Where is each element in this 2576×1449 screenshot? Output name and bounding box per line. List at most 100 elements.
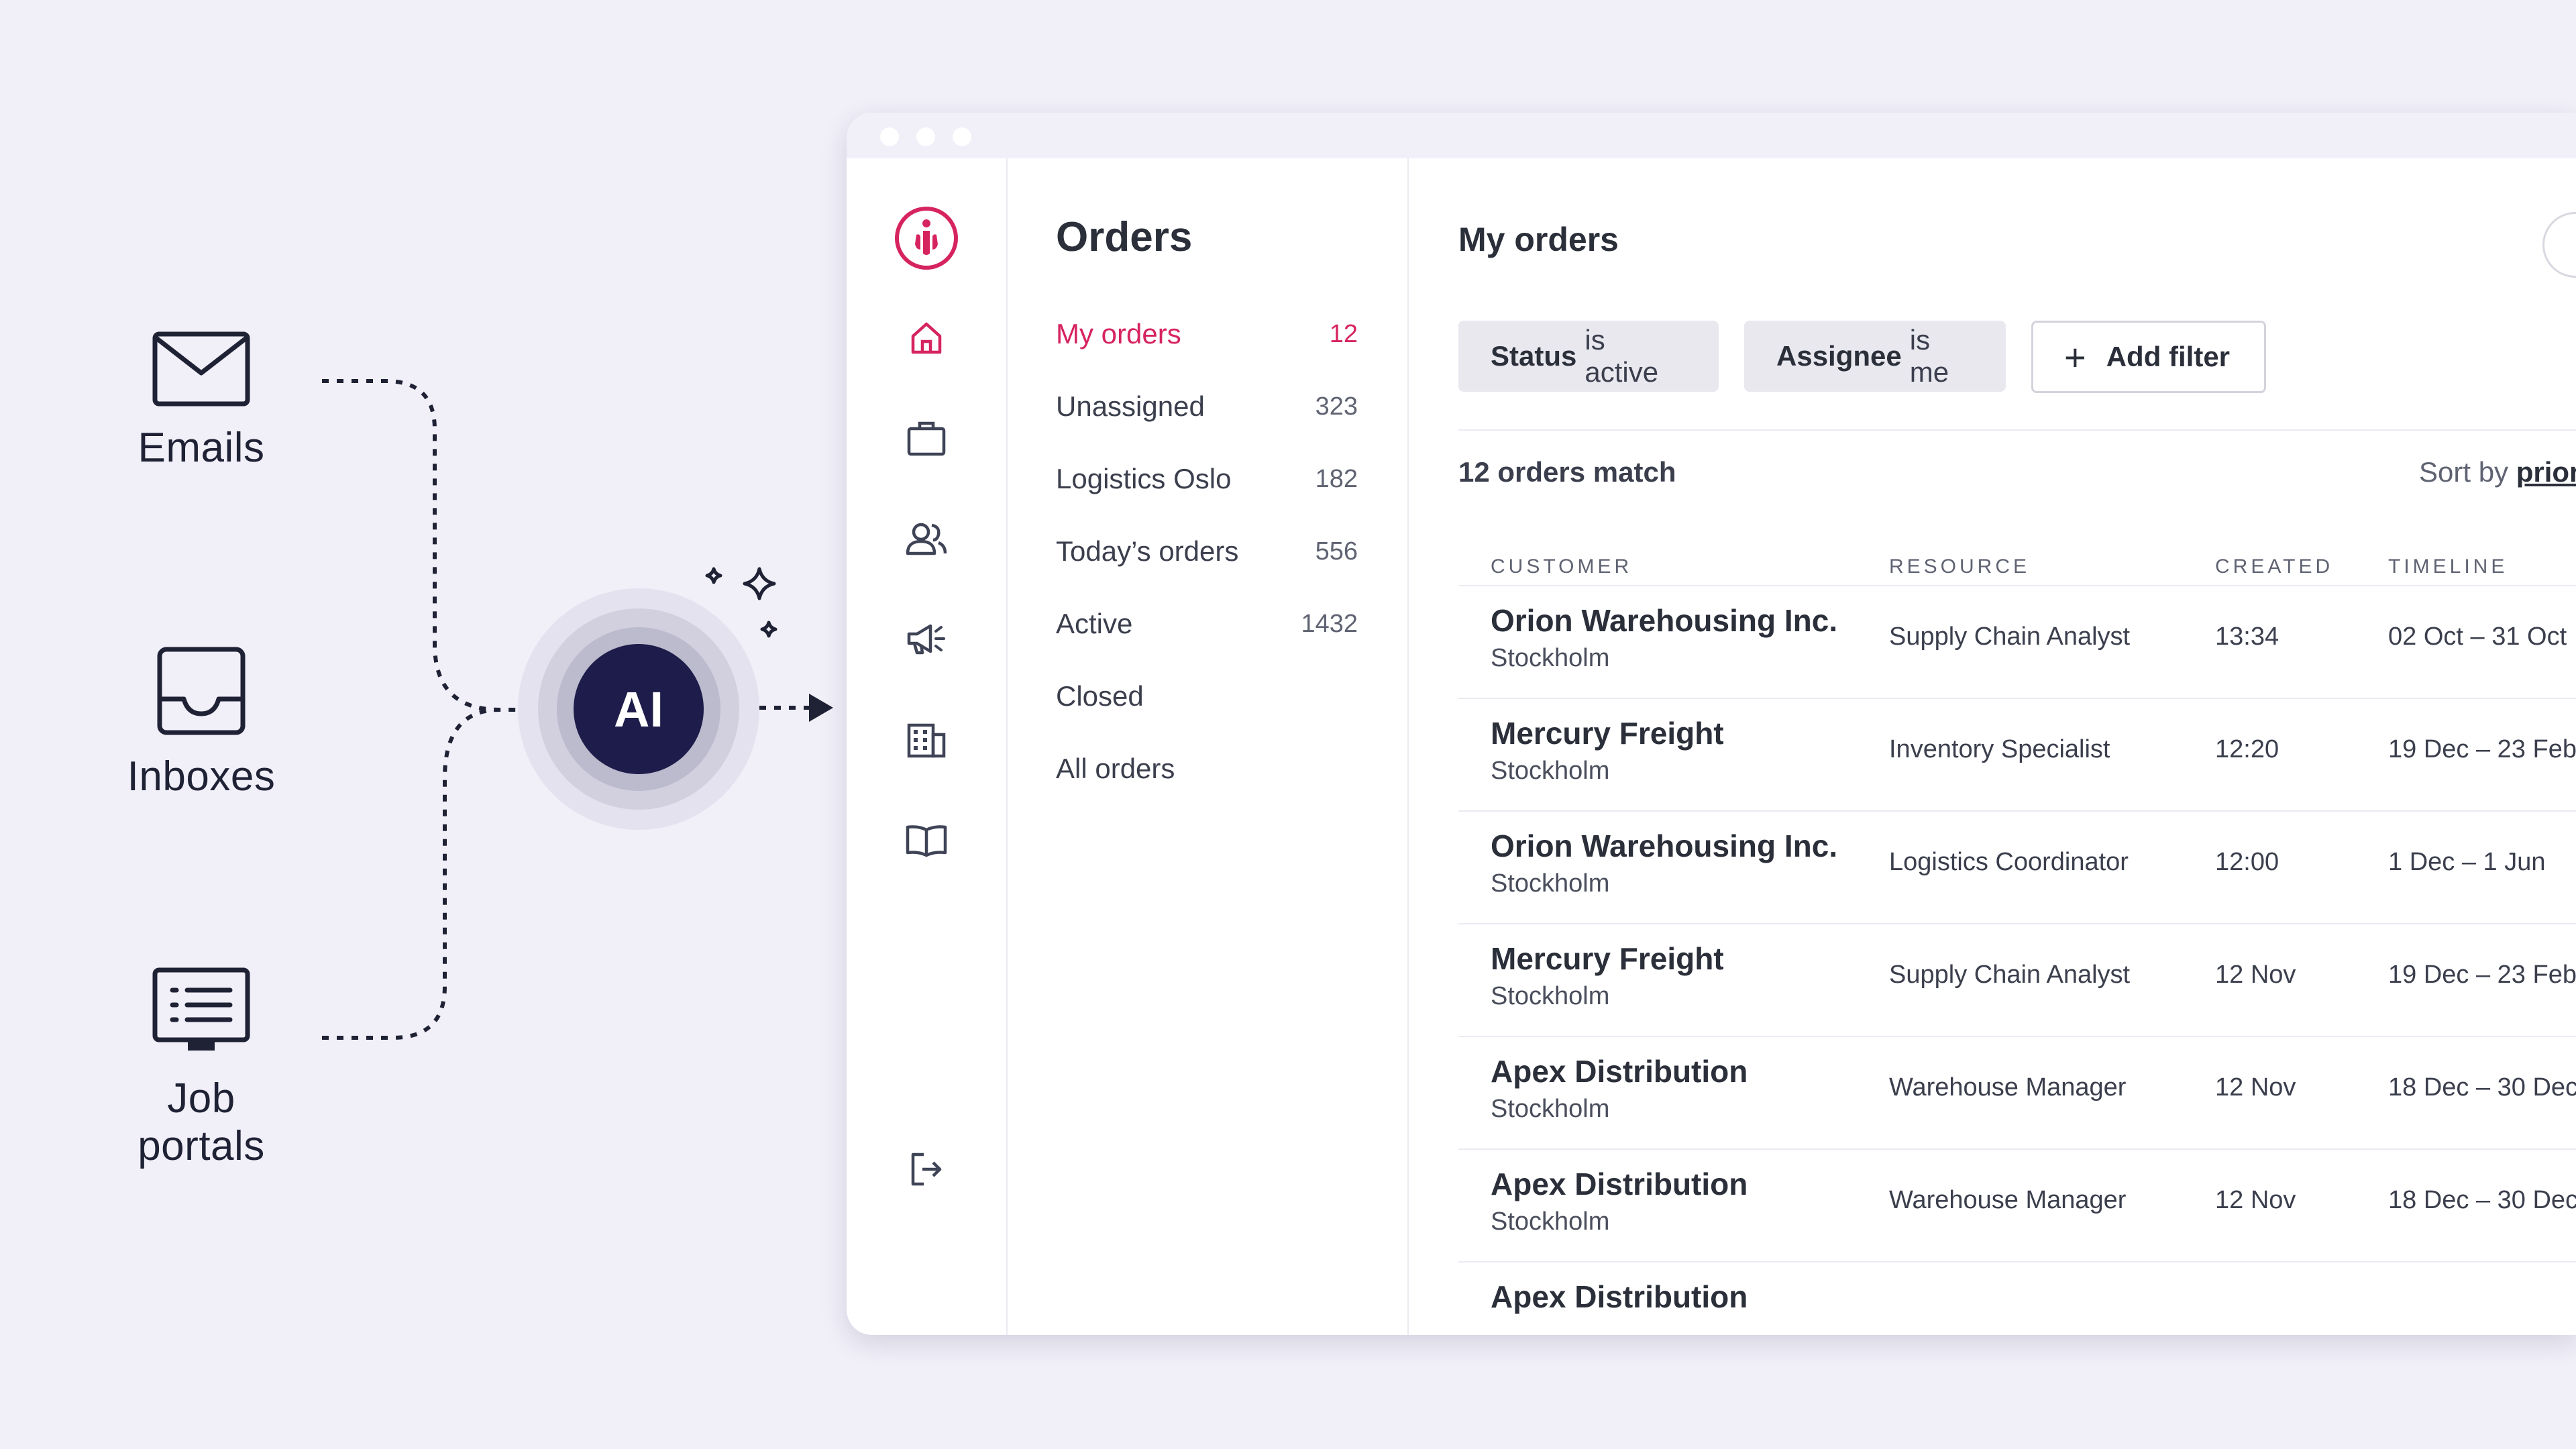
- customer-city: Stockholm: [1491, 1095, 1610, 1123]
- nav-item-label: All orders: [1056, 753, 1175, 784]
- nav-item-count: 182: [1315, 464, 1358, 493]
- nav-item-my-orders[interactable]: My orders 12: [1056, 307, 1358, 361]
- nav-item-active[interactable]: Active 1432: [1056, 597, 1358, 651]
- mail-icon: [152, 331, 250, 407]
- divider: [1458, 429, 2576, 431]
- sort-control[interactable]: Sort by prior: [2419, 456, 2576, 488]
- created-cell: 12:20: [2215, 735, 2279, 763]
- customer-name: Apex Distribution: [1491, 1167, 1748, 1201]
- sort-value: prior: [2516, 456, 2576, 488]
- filter-value: is me: [1909, 324, 1949, 388]
- timeline-cell: 18 Dec – 30 Dec: [2388, 1073, 2576, 1102]
- nav-briefcase-button[interactable]: [903, 415, 950, 462]
- customer-name: Mercury Freight: [1491, 941, 1724, 976]
- customer-name: Apex Distribution: [1491, 1054, 1748, 1089]
- table-row[interactable]: Mercury Freight Stockholm Supply Chain A…: [1458, 923, 2576, 1037]
- window-dot[interactable]: [880, 127, 899, 146]
- table-row[interactable]: Orion Warehousing Inc. Stockholm Supply …: [1458, 585, 2576, 699]
- timeline-cell: 1 Dec – 1 Jun: [2388, 848, 2546, 876]
- main-panel: My orders Status is active Assignee is m…: [1409, 158, 2576, 1335]
- created-cell: 12:00: [2215, 848, 2279, 876]
- nav-docs-button[interactable]: [903, 817, 950, 864]
- logout-button[interactable]: [903, 1146, 950, 1193]
- nav-campaigns-button[interactable]: [903, 616, 950, 663]
- resource-cell: Warehouse Manager: [1889, 1073, 2127, 1102]
- customer-city: Stockholm: [1491, 869, 1610, 898]
- customer-cell: Mercury Freight Stockholm: [1491, 941, 1724, 1011]
- nav-item-count: 556: [1315, 537, 1358, 566]
- window-titlebar: [847, 113, 2576, 158]
- ai-node: AI: [574, 644, 704, 774]
- nav-home-button[interactable]: [903, 314, 950, 361]
- job-portal-icon: [152, 967, 250, 1051]
- orders-nav: Orders My orders 12 Unassigned 323 Logis…: [1006, 158, 1409, 1335]
- filter-key: Status: [1491, 340, 1577, 372]
- resource-cell: Inventory Specialist: [1889, 735, 2110, 763]
- customer-name: Apex Distribution: [1491, 1279, 1748, 1314]
- building-icon: [907, 723, 946, 758]
- nav-item-label: Active: [1056, 608, 1133, 639]
- source-emails: Emails: [101, 329, 302, 472]
- column-header-customer[interactable]: CUSTOMER: [1491, 555, 1633, 578]
- nav-title: Orders: [1056, 214, 1193, 260]
- brand-logo-icon[interactable]: [894, 205, 959, 271]
- nav-item-label: Unassigned: [1056, 390, 1205, 422]
- users-icon: [906, 523, 947, 555]
- resource-cell: Warehouse Manager: [1889, 1186, 2127, 1214]
- results-count: 12 orders match: [1458, 456, 1676, 488]
- sort-label: Sort by: [2419, 456, 2509, 488]
- resource-cell: Logistics Coordinator: [1889, 848, 2129, 876]
- plus-icon: +: [2064, 335, 2086, 378]
- customer-city: Stockholm: [1491, 982, 1610, 1010]
- nav-item-closed[interactable]: Closed: [1056, 669, 1358, 723]
- page-title: My orders: [1458, 221, 1619, 258]
- table-row[interactable]: Mercury Freight Stockholm Inventory Spec…: [1458, 698, 2576, 812]
- customer-name: Orion Warehousing Inc.: [1491, 603, 1838, 638]
- nav-item-todays-orders[interactable]: Today’s orders 556: [1056, 525, 1358, 578]
- customer-city: Stockholm: [1491, 644, 1610, 672]
- window-dot[interactable]: [916, 127, 935, 146]
- table-row[interactable]: Apex Distribution: [1458, 1261, 2576, 1335]
- filter-chip-status[interactable]: Status is active: [1458, 321, 1719, 392]
- column-header-resource[interactable]: RESOURCE: [1889, 555, 2031, 578]
- customer-cell: Orion Warehousing Inc. Stockholm: [1491, 828, 1837, 898]
- nav-item-all-orders[interactable]: All orders: [1056, 742, 1358, 796]
- created-cell: 12 Nov: [2215, 961, 2296, 989]
- source-label: Job portals: [138, 1075, 265, 1169]
- table-row[interactable]: Orion Warehousing Inc. Stockholm Logisti…: [1458, 810, 2576, 924]
- filter-chip-assignee[interactable]: Assignee is me: [1744, 321, 2006, 392]
- timeline-cell: 19 Dec – 23 Feb: [2388, 961, 2576, 989]
- nav-item-unassigned[interactable]: Unassigned 323: [1056, 380, 1358, 433]
- timeline-cell: 02 Oct – 31 Oct: [2388, 623, 2567, 651]
- nav-item-label: Closed: [1056, 680, 1144, 712]
- nav-item-label: My orders: [1056, 318, 1181, 350]
- add-filter-button[interactable]: + Add filter: [2031, 321, 2266, 393]
- source-job-portals: Job portals: [101, 966, 302, 1170]
- megaphone-icon: [907, 624, 945, 655]
- nav-companies-button[interactable]: [903, 716, 950, 763]
- table-row[interactable]: Apex Distribution Stockholm Warehouse Ma…: [1458, 1036, 2576, 1150]
- customer-cell: Mercury Freight Stockholm: [1491, 715, 1724, 786]
- resource-cell: Supply Chain Analyst: [1889, 623, 2131, 651]
- customer-cell: Apex Distribution: [1491, 1279, 1748, 1320]
- column-header-created[interactable]: CREATED: [2215, 555, 2334, 578]
- nav-users-button[interactable]: [903, 515, 950, 562]
- book-icon: [906, 825, 947, 857]
- timeline-cell: 18 Dec – 30 Dec: [2388, 1186, 2576, 1214]
- window-dot[interactable]: [953, 127, 971, 146]
- nav-item-label: Logistics Oslo: [1056, 463, 1232, 494]
- source-label: Inboxes: [127, 753, 276, 800]
- customer-city: Stockholm: [1491, 1208, 1610, 1236]
- table-row[interactable]: Apex Distribution Stockholm Warehouse Ma…: [1458, 1148, 2576, 1263]
- filter-key: Assignee: [1776, 340, 1902, 372]
- timeline-cell: 19 Dec – 23 Feb: [2388, 735, 2576, 763]
- nav-item-logistics-oslo[interactable]: Logistics Oslo 182: [1056, 452, 1358, 506]
- created-cell: 12 Nov: [2215, 1186, 2296, 1214]
- more-options-button[interactable]: [2542, 212, 2576, 278]
- nav-item-count: 323: [1315, 392, 1358, 421]
- source-inboxes: Inboxes: [101, 644, 302, 800]
- column-header-timeline[interactable]: TIMELINE: [2388, 555, 2508, 578]
- source-label: Emails: [138, 425, 265, 471]
- nav-item-label: Today’s orders: [1056, 535, 1239, 567]
